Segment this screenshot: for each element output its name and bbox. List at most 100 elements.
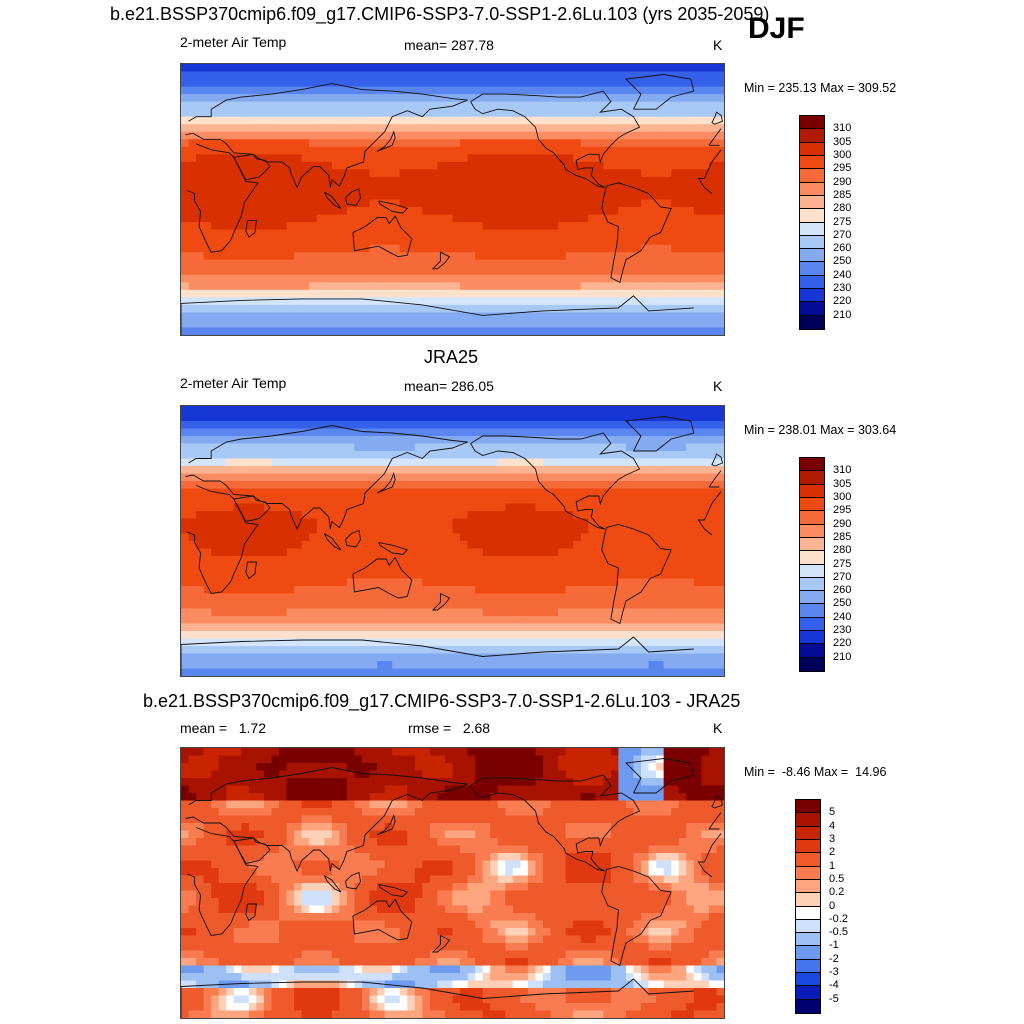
field-cell (369, 631, 378, 640)
field-cell (543, 518, 552, 527)
field-cell (482, 421, 491, 430)
field-cell (595, 64, 604, 73)
field-cell (467, 518, 476, 527)
field-cell (324, 116, 333, 125)
field-cell (520, 109, 529, 118)
field-cell (663, 578, 672, 587)
field-cell (648, 199, 657, 208)
field-cell (346, 199, 356, 208)
field-cell (181, 473, 190, 482)
field-cell (573, 616, 582, 625)
field-cell (248, 176, 258, 186)
field-cell (467, 608, 476, 617)
field-cell (648, 488, 657, 497)
field-cell (678, 488, 687, 497)
field-cell (377, 252, 386, 261)
field-cell (444, 571, 454, 580)
field-cell (580, 406, 589, 415)
field-cell (203, 176, 212, 186)
field-cell (354, 304, 363, 314)
field-cell (678, 169, 687, 178)
field-cell (520, 304, 529, 314)
field-cell (595, 146, 604, 155)
field-cell (671, 443, 680, 452)
field-cell (573, 184, 582, 193)
field-cell (437, 274, 446, 283)
field-cell (339, 319, 348, 329)
field-cell (331, 94, 340, 103)
field-cell (346, 139, 356, 148)
field-cell (331, 541, 340, 550)
field-cell (392, 191, 401, 201)
field-cell (346, 406, 356, 415)
field-cell (505, 466, 514, 475)
field-cell (362, 646, 371, 655)
field-cell (527, 319, 537, 329)
field-cell (475, 207, 484, 216)
field-cell (429, 548, 439, 557)
field-cell (505, 631, 514, 640)
field-cell (241, 169, 250, 178)
field-cell (196, 259, 205, 268)
field-cell (641, 139, 650, 148)
field-cell (346, 593, 356, 602)
field-cell (286, 199, 295, 208)
field-cell (203, 319, 212, 329)
field-cell (233, 458, 242, 467)
field-cell (573, 274, 582, 283)
field-cell (354, 124, 363, 133)
field-cell (663, 496, 672, 505)
field-cell (701, 79, 710, 88)
field-cell (346, 207, 356, 216)
field-cell (610, 458, 620, 467)
field-cell (196, 533, 205, 542)
field-cell (294, 421, 303, 430)
field-cell (550, 473, 559, 482)
field-cell (233, 109, 242, 118)
field-cell (294, 116, 303, 125)
field-cell (279, 244, 288, 253)
field-cell (641, 631, 650, 640)
field-cell (444, 503, 454, 512)
field-cell (565, 413, 574, 422)
field-cell (618, 458, 627, 467)
field-cell (535, 64, 544, 73)
field-cell (384, 274, 393, 283)
field-cell (414, 496, 423, 505)
field-cell (633, 207, 642, 216)
field-cell (407, 229, 416, 238)
field-cell (218, 436, 227, 445)
field-cell (422, 458, 431, 467)
field-cell (286, 319, 295, 329)
field-cell (279, 436, 288, 445)
field-cell (543, 413, 552, 422)
field-cell (716, 199, 724, 208)
field-cell (467, 593, 476, 602)
field-cell (181, 586, 190, 595)
field-cell (444, 466, 454, 475)
field-cell (708, 229, 718, 238)
field-cell (505, 94, 514, 103)
field-cell (346, 413, 356, 422)
field-cell (482, 413, 491, 422)
field-cell (377, 327, 386, 335)
field-cell (618, 64, 627, 73)
field-cell (181, 571, 190, 580)
field-cell (543, 406, 552, 415)
field-cell (429, 541, 439, 550)
field-cell (558, 593, 567, 602)
field-cell (362, 533, 371, 542)
field-cell (414, 237, 423, 246)
field-cell (497, 199, 506, 208)
field-cell (648, 541, 657, 550)
field-cell (708, 131, 718, 140)
field-cell (211, 428, 220, 437)
field-cell (256, 473, 265, 482)
field-cell (316, 207, 325, 216)
field-cell (565, 481, 574, 490)
field-cell (460, 616, 469, 625)
field-cell (422, 556, 431, 565)
field-cell (558, 289, 567, 298)
field-cell (663, 443, 672, 452)
field-cell (558, 64, 567, 73)
